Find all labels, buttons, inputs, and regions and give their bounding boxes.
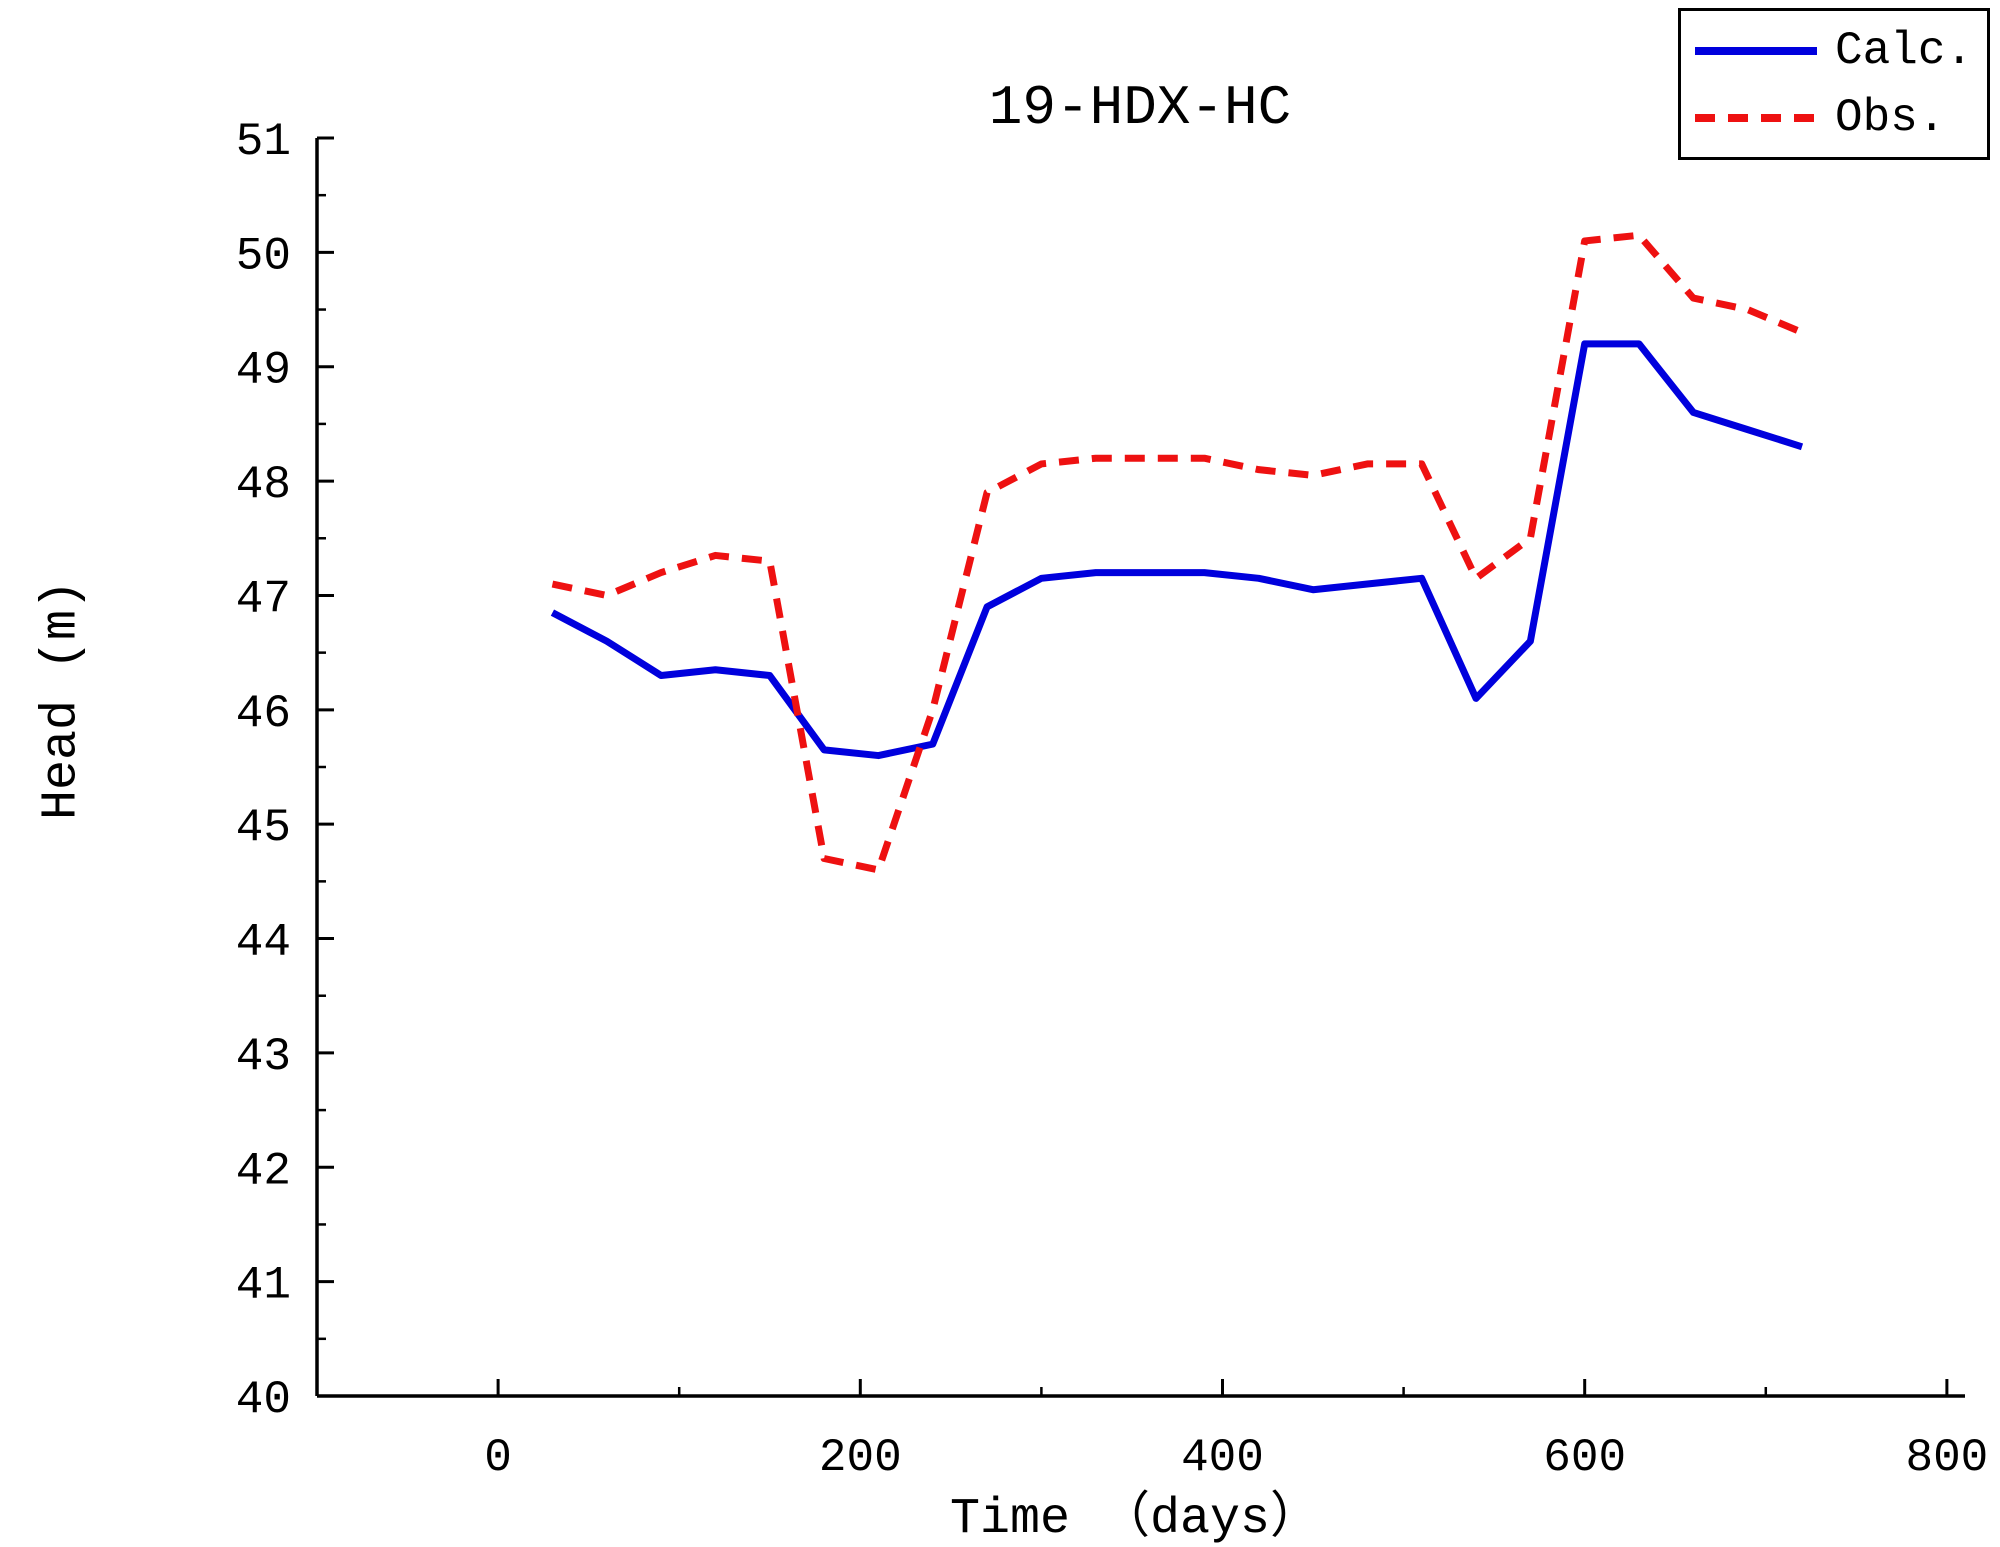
y-tick-label: 50 xyxy=(236,230,291,282)
y-tick-label: 42 xyxy=(236,1145,291,1197)
calc-line xyxy=(550,340,1804,760)
calc-line-sample xyxy=(1695,46,1817,55)
y-tick-label: 47 xyxy=(236,573,291,625)
x-tick-label: 0 xyxy=(484,1432,512,1484)
y-tick-label: 46 xyxy=(236,688,291,740)
obs-line xyxy=(551,231,1804,874)
legend-item-obs: Obs. xyxy=(1695,95,1973,141)
x-tick-label: 400 xyxy=(1181,1432,1264,1484)
obs-line-sample xyxy=(1695,113,1817,122)
y-tick-label: 48 xyxy=(236,459,291,511)
x-tick-label: 800 xyxy=(1905,1432,1988,1484)
legend-label-obs: Obs. xyxy=(1835,91,1946,144)
y-axis-label: Head (m) xyxy=(33,579,91,821)
legend-item-calc: Calc. xyxy=(1695,28,1973,74)
x-tick-label: 200 xyxy=(819,1432,902,1484)
x-tick-label: 600 xyxy=(1543,1432,1626,1484)
y-tick-label: 41 xyxy=(236,1260,291,1312)
legend: Calc. Obs. xyxy=(1678,8,1990,160)
y-tick-label: 43 xyxy=(236,1031,291,1083)
x-axis-label: Time （days） xyxy=(949,1491,1321,1547)
y-tick-label: 44 xyxy=(236,917,291,969)
y-tick-label: 40 xyxy=(236,1374,291,1426)
y-tick-label: 51 xyxy=(236,116,291,168)
legend-label-calc: Calc. xyxy=(1835,24,1974,77)
y-tick-label: 45 xyxy=(236,802,291,854)
chart-title: 19-HDX-HC xyxy=(988,76,1292,140)
y-tick-label: 49 xyxy=(236,345,291,397)
